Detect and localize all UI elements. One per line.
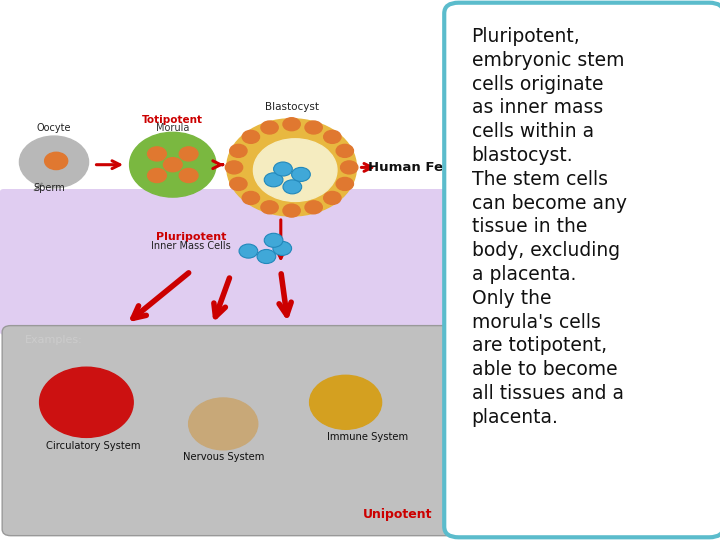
Circle shape <box>230 178 247 191</box>
Text: Sperm: Sperm <box>33 183 65 193</box>
Circle shape <box>230 144 247 157</box>
Circle shape <box>305 121 323 134</box>
Circle shape <box>336 178 354 191</box>
Circle shape <box>264 173 283 187</box>
Circle shape <box>261 201 278 214</box>
Circle shape <box>242 192 259 205</box>
Circle shape <box>324 130 341 143</box>
Circle shape <box>283 118 300 131</box>
Circle shape <box>261 121 278 134</box>
Circle shape <box>324 192 341 205</box>
Circle shape <box>292 167 310 181</box>
Text: Pluripotent,
embryonic stem
cells originate
as inner mass
cells within a
blastoc: Pluripotent, embryonic stem cells origin… <box>472 27 626 427</box>
Text: Circulatory System: Circulatory System <box>46 441 141 451</box>
Circle shape <box>227 119 356 216</box>
Circle shape <box>239 244 258 258</box>
Text: Inner Mass Cells: Inner Mass Cells <box>151 241 230 252</box>
Circle shape <box>273 241 292 255</box>
Circle shape <box>264 233 283 247</box>
Text: Examples:: Examples: <box>25 335 83 345</box>
Circle shape <box>310 375 382 429</box>
FancyBboxPatch shape <box>444 3 720 537</box>
Circle shape <box>341 161 358 174</box>
Circle shape <box>225 161 243 174</box>
Circle shape <box>19 136 89 188</box>
Circle shape <box>257 249 276 264</box>
Circle shape <box>336 144 354 157</box>
Text: Oocyte: Oocyte <box>37 123 71 133</box>
Circle shape <box>130 132 216 197</box>
Circle shape <box>283 180 302 194</box>
Text: Unipotent: Unipotent <box>362 508 432 522</box>
Circle shape <box>148 147 166 161</box>
Text: Blastocyst: Blastocyst <box>265 102 319 112</box>
Circle shape <box>148 168 166 183</box>
Text: Immune System: Immune System <box>327 432 408 442</box>
Text: Morula: Morula <box>156 123 189 133</box>
Circle shape <box>274 162 292 176</box>
Circle shape <box>163 158 182 172</box>
Text: Totipotent: Totipotent <box>143 114 203 125</box>
FancyBboxPatch shape <box>0 189 450 335</box>
Text: Pluripotent: Pluripotent <box>156 232 226 242</box>
Circle shape <box>189 398 258 450</box>
Circle shape <box>242 130 259 143</box>
Circle shape <box>283 204 300 217</box>
Text: Nervous System: Nervous System <box>182 452 264 462</box>
FancyBboxPatch shape <box>2 326 455 536</box>
Text: Human Fetus: Human Fetus <box>369 161 467 174</box>
Circle shape <box>179 168 198 183</box>
Circle shape <box>40 367 133 437</box>
Circle shape <box>253 139 337 201</box>
Circle shape <box>305 201 323 214</box>
Circle shape <box>45 152 68 170</box>
Circle shape <box>179 147 198 161</box>
